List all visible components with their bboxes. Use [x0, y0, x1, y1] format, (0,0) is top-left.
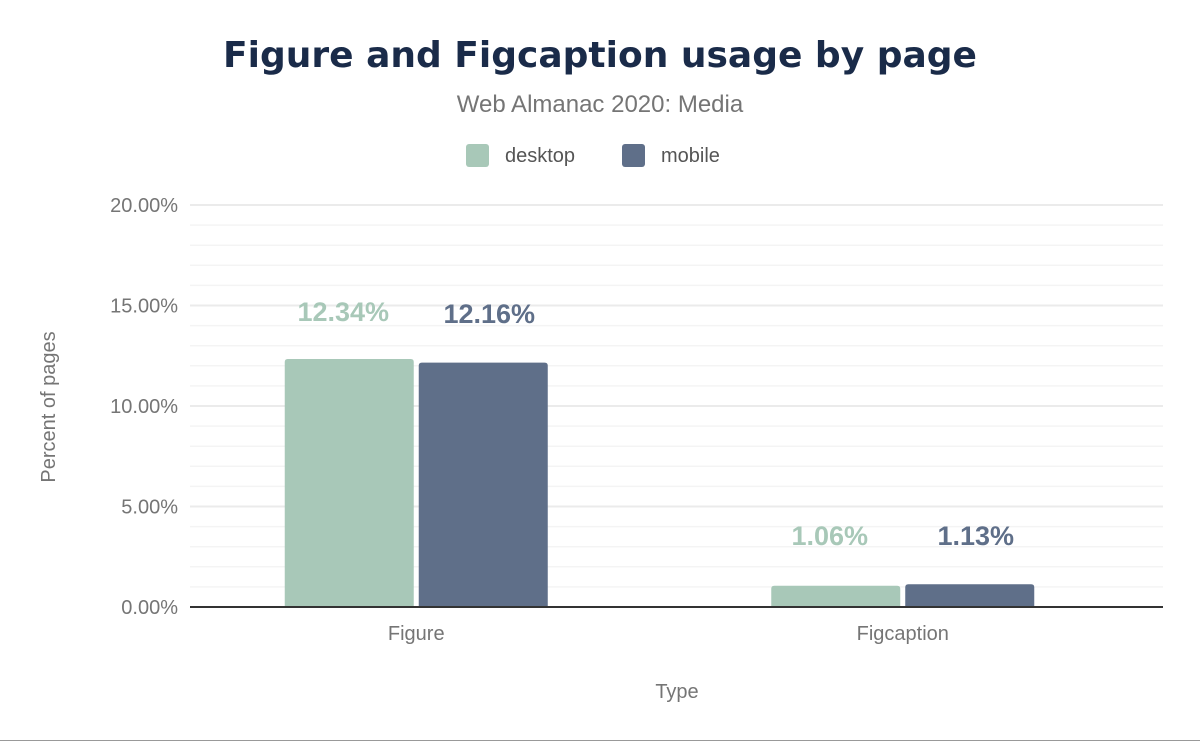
- y-axis-ticks: 0.00% 5.00% 10.00% 15.00% 20.00%: [110, 195, 178, 619]
- bars: 12.34% 12.16% 1.06% 1.13%: [284, 297, 1035, 607]
- legend-label-desktop[interactable]: desktop: [505, 145, 575, 167]
- data-label: 1.13%: [937, 521, 1014, 551]
- y-axis-label: Percent of pages: [38, 331, 60, 482]
- x-axis-label: Type: [655, 681, 698, 703]
- x-axis-ticks: Figure Figcaption: [388, 623, 949, 645]
- y-tick-label: 15.00%: [110, 296, 178, 318]
- legend-label-mobile[interactable]: mobile: [661, 145, 720, 167]
- y-tick-label: 20.00%: [110, 195, 178, 217]
- bar-desktop-figure[interactable]: [284, 358, 414, 607]
- chart-title: Figure and Figcaption usage by page: [223, 35, 977, 76]
- data-label: 1.06%: [791, 521, 868, 551]
- bar-mobile-figure[interactable]: [418, 362, 548, 607]
- legend-swatch-desktop: [466, 144, 489, 167]
- legend-swatch-mobile: [622, 144, 645, 167]
- bar-mobile-figcaption[interactable]: [905, 584, 1035, 607]
- bar-desktop-figcaption[interactable]: [771, 585, 901, 607]
- y-tick-label: 5.00%: [121, 497, 178, 519]
- data-label: 12.34%: [297, 297, 389, 327]
- chart-subtitle: Web Almanac 2020: Media: [457, 91, 744, 118]
- x-tick-label: Figcaption: [857, 623, 949, 645]
- x-tick-label: Figure: [388, 623, 445, 645]
- y-tick-label: 0.00%: [121, 597, 178, 619]
- data-label: 12.16%: [443, 299, 535, 329]
- y-tick-label: 10.00%: [110, 396, 178, 418]
- legend: desktop mobile: [466, 144, 720, 167]
